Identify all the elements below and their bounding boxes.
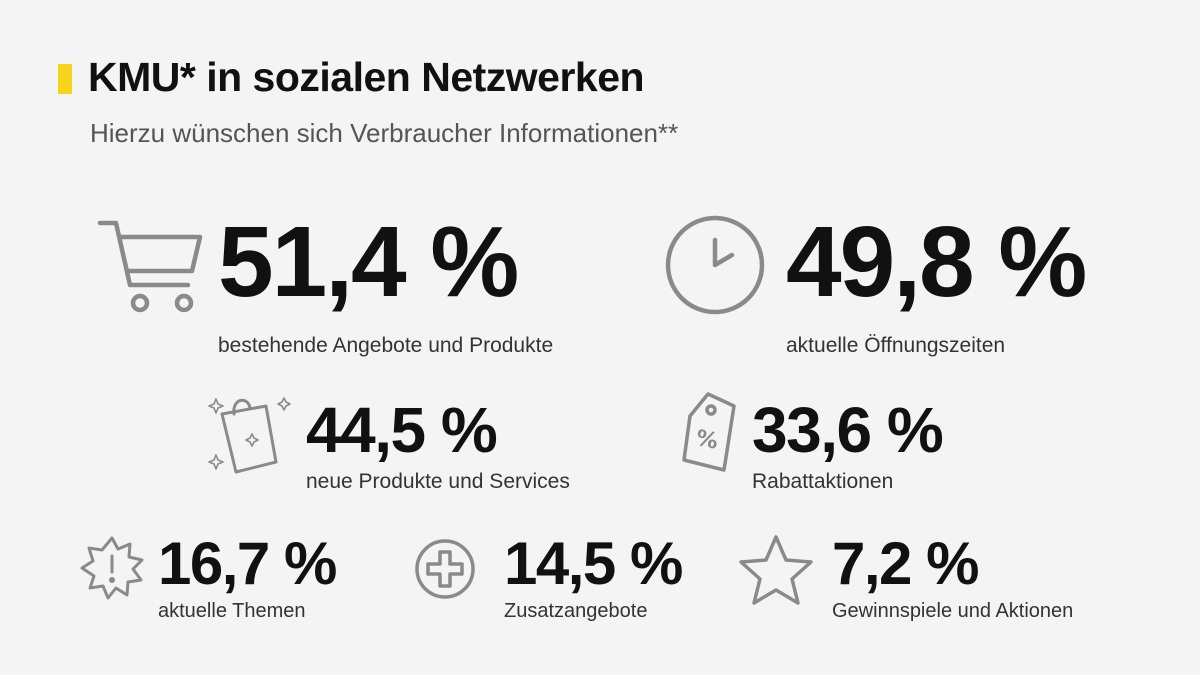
stat-discounts: 33,6 % Rabattaktionen bbox=[752, 394, 944, 494]
stat-contests: 7,2 % Gewinnspiele und Aktionen bbox=[832, 534, 1073, 623]
stat-value: 14,5 % bbox=[504, 530, 683, 597]
clock-icon bbox=[664, 214, 766, 316]
shopping-cart-icon bbox=[96, 215, 206, 315]
stat-label: aktuelle Themen bbox=[158, 600, 306, 622]
stat-value: 7,2 % bbox=[832, 530, 979, 597]
page-subtitle: Hierzu wünschen sich Verbraucher Informa… bbox=[90, 118, 679, 148]
svg-text:%: % bbox=[694, 426, 721, 455]
plus-circle-icon bbox=[414, 538, 476, 600]
stat-value: 44,5 % bbox=[306, 394, 498, 466]
stat-label: Zusatzangebote bbox=[504, 600, 648, 622]
star-icon bbox=[738, 534, 814, 606]
stat-label: Gewinnspiele und Aktionen bbox=[832, 600, 1074, 622]
stat-label: bestehende Angebote und Produkte bbox=[218, 334, 554, 357]
stat-value: 51,4 % bbox=[218, 206, 519, 318]
stat-opening-hours: 49,8 % aktuelle Öffnungszeiten bbox=[786, 206, 1087, 358]
stat-label: Rabattaktionen bbox=[752, 470, 894, 493]
exclamation-burst-icon bbox=[80, 536, 144, 600]
stat-current-topics: 16,7 % aktuelle Themen bbox=[158, 530, 337, 623]
stat-additional-offers: 14,5 % Zusatzangebote bbox=[504, 530, 683, 623]
stat-value: 49,8 % bbox=[786, 206, 1087, 318]
title-accent-bar bbox=[58, 64, 72, 94]
shopping-bag-sparkle-icon bbox=[206, 392, 292, 476]
stat-value: 33,6 % bbox=[752, 394, 944, 466]
stat-value: 16,7 % bbox=[158, 530, 337, 597]
stat-label: aktuelle Öffnungszeiten bbox=[786, 334, 1006, 357]
stat-offers-products: 51,4 % bestehende Angebote und Produkte bbox=[218, 212, 553, 358]
stat-label: neue Produkte und Services bbox=[306, 470, 570, 493]
stat-new-products: 44,5 % neue Produkte und Services bbox=[306, 398, 570, 494]
page-title: KMU* in sozialen Netzwerken bbox=[88, 54, 645, 100]
price-tag-percent-icon: % bbox=[676, 390, 746, 476]
